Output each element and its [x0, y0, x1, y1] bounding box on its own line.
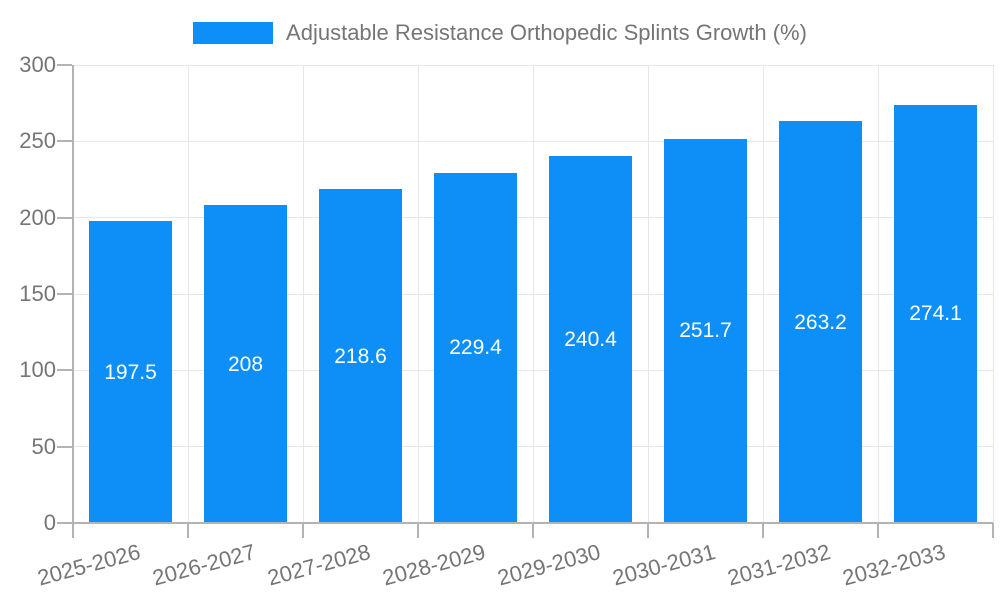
gridline-vertical — [532, 65, 534, 523]
y-axis-tick — [57, 369, 72, 372]
bar-value-label: 229.4 — [449, 336, 502, 360]
x-axis-tick — [187, 523, 189, 538]
y-tick-label: 250 — [19, 128, 56, 154]
x-axis-tick — [417, 523, 419, 538]
y-tick-label: 50 — [31, 433, 56, 459]
y-axis-tick — [57, 522, 72, 524]
y-axis-tick — [57, 216, 72, 219]
bar[interactable]: 240.4 — [549, 155, 632, 523]
bar-value-label: 240.4 — [564, 327, 617, 351]
x-axis-tick — [647, 523, 649, 538]
bar[interactable]: 251.7 — [664, 138, 747, 523]
x-axis — [73, 522, 993, 524]
bar-value-label: 208 — [227, 352, 264, 376]
y-axis-tick — [57, 64, 72, 66]
bar[interactable]: 229.4 — [434, 172, 517, 523]
gridline-vertical — [877, 65, 879, 523]
x-axis-tick — [877, 523, 879, 538]
bar[interactable]: 263.2 — [779, 121, 862, 523]
chart-legend[interactable]: Adjustable Resistance Orthopedic Splints… — [0, 20, 1000, 46]
y-tick-label: 100 — [19, 357, 56, 383]
y-axis — [72, 65, 74, 538]
legend-label: Adjustable Resistance Orthopedic Splints… — [286, 20, 807, 45]
bar-value-label: 263.2 — [794, 310, 847, 334]
y-tick-label: 300 — [19, 52, 56, 77]
gridline-vertical — [417, 65, 419, 523]
y-tick-label: 200 — [19, 204, 56, 230]
bar[interactable]: 197.5 — [89, 221, 172, 523]
y-axis-tick — [57, 140, 72, 143]
gridline-vertical — [647, 65, 649, 523]
bar-value-label: 218.6 — [334, 344, 387, 368]
x-axis-tick — [302, 523, 304, 538]
x-axis-tick — [532, 523, 534, 538]
bar-value-label: 251.7 — [679, 319, 732, 343]
bar[interactable]: 274.1 — [894, 104, 977, 523]
plot-area: 0 50 100 150 200 250 300 197.5 208 218.6 229.4 240.… — [19, 54, 994, 590]
x-axis-tick — [762, 523, 764, 538]
gridline-vertical — [187, 65, 189, 523]
bar[interactable]: 218.6 — [319, 189, 402, 523]
y-tick-label: 150 — [19, 281, 56, 306]
gridline-vertical — [762, 65, 764, 523]
x-axis-tick — [992, 523, 994, 538]
gridline-vertical — [992, 65, 994, 523]
legend-swatch[interactable] — [193, 22, 274, 44]
bar[interactable]: 208 — [204, 205, 287, 523]
y-axis-tick — [57, 293, 72, 295]
y-tick-label: 0 — [43, 510, 56, 535]
bar-value-label: 274.1 — [909, 302, 962, 326]
bar-value-label: 197.5 — [104, 360, 157, 384]
gridline-vertical — [302, 65, 304, 523]
y-axis-tick — [57, 445, 72, 448]
